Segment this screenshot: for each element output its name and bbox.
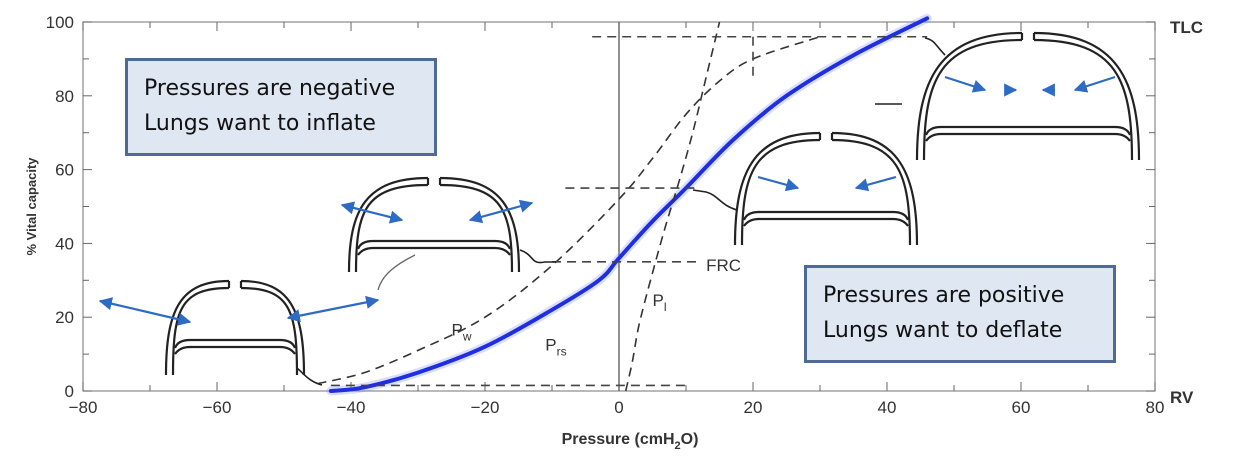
inward-arrow-tlc-left	[944, 75, 987, 93]
text-layer: −80 −60 −40 −20 0 20 40 60 80 0 20 40 60 80 100 Pressur…	[24, 13, 1203, 452]
y-tick-label: 80	[55, 87, 74, 106]
diaphragm-top	[742, 210, 910, 221]
y-tick-label: 20	[55, 308, 74, 327]
negative-callout-line-1: Pressures are negative	[144, 76, 396, 101]
chest-diagram-rv	[164, 279, 306, 376]
positive-callout-line-2: Lungs want to deflate	[823, 318, 1063, 343]
outward-arrow-rv-left	[98, 297, 192, 326]
x-tick-label: 40	[878, 398, 897, 417]
y-tick-label: 40	[55, 234, 74, 253]
outward-arrow-frc-right	[468, 199, 534, 224]
chest-diagrams	[98, 31, 1141, 386]
chest-wall-right	[1033, 38, 1134, 161]
chest-wall-left	[733, 131, 821, 246]
x-tick-label: −20	[471, 398, 500, 417]
chest-wall-left	[922, 38, 1023, 161]
diaphragm-bottom	[357, 246, 511, 256]
diaphragm-bottom	[925, 132, 1131, 142]
y-tick-label: 0	[65, 382, 74, 401]
reference-lines	[330, 35, 928, 387]
pointer-frc	[519, 249, 556, 264]
diaphragm-bottom	[743, 217, 909, 227]
chest-diagram-frc	[347, 176, 521, 273]
inward-arrow-tlc-right	[1073, 75, 1116, 93]
negative-callout-line-2: Lungs want to inflate	[144, 111, 376, 136]
rv-label: RV	[1170, 388, 1194, 407]
series-Prs-line	[328, 16, 930, 393]
x-tick-label: 0	[614, 398, 623, 417]
x-tick-label: −80	[69, 398, 98, 417]
series-label-Pl: Pl	[653, 291, 667, 314]
x-tick-label: 20	[744, 398, 763, 417]
pointer-frc-lower	[377, 254, 416, 291]
tlc-label: TLC	[1170, 18, 1203, 37]
x-axis-title: Pressure (cmH2O)	[562, 431, 699, 452]
y-tick-label: 100	[46, 13, 74, 32]
negative-pressure-callout: Pressures are negative Lungs want to inf…	[125, 58, 437, 156]
series-Pw-line	[317, 36, 821, 385]
positive-pressure-callout: Pressures are positive Lungs want to def…	[804, 265, 1116, 363]
series-label-Pw: Pw	[452, 321, 472, 344]
pointer-rv	[296, 367, 323, 386]
x-tick-label: −40	[337, 398, 366, 417]
diaphragm-top	[356, 239, 512, 250]
series-layer	[317, 13, 932, 396]
frc-label: FRC	[706, 256, 741, 275]
chest-diagram-tlc	[915, 31, 1141, 161]
chest-wall-right	[831, 131, 919, 246]
chest-wall-left	[740, 138, 821, 246]
diaphragm-bottom	[174, 345, 296, 355]
pointer-tlc	[924, 37, 946, 56]
diaphragm-top	[924, 125, 1132, 136]
y-axis-title: % Vital capacity	[24, 157, 39, 256]
plot-frame	[82, 21, 1156, 392]
chest-diagram-mid	[733, 131, 919, 246]
outward-arrow-frc-left	[340, 201, 404, 224]
chest-wall-right	[1033, 31, 1141, 161]
inward-arrow-mid-right	[854, 175, 897, 192]
diaphragm-top	[173, 338, 297, 349]
x-tick-label: 80	[1146, 398, 1165, 417]
pointer-mid	[692, 189, 738, 211]
x-tick-label: 60	[1012, 398, 1031, 417]
inward-arrow-mid-left	[757, 175, 800, 192]
x-tick-label: −60	[203, 398, 232, 417]
y-tick-label: 60	[55, 161, 74, 180]
chest-wall-right	[831, 138, 912, 246]
positive-callout-line-1: Pressures are positive	[823, 283, 1065, 308]
series-label-Prs: Prs	[545, 335, 566, 358]
chest-wall-left	[915, 31, 1023, 161]
outward-arrow-rv-right	[286, 295, 380, 323]
series-Pl-line	[624, 21, 721, 392]
